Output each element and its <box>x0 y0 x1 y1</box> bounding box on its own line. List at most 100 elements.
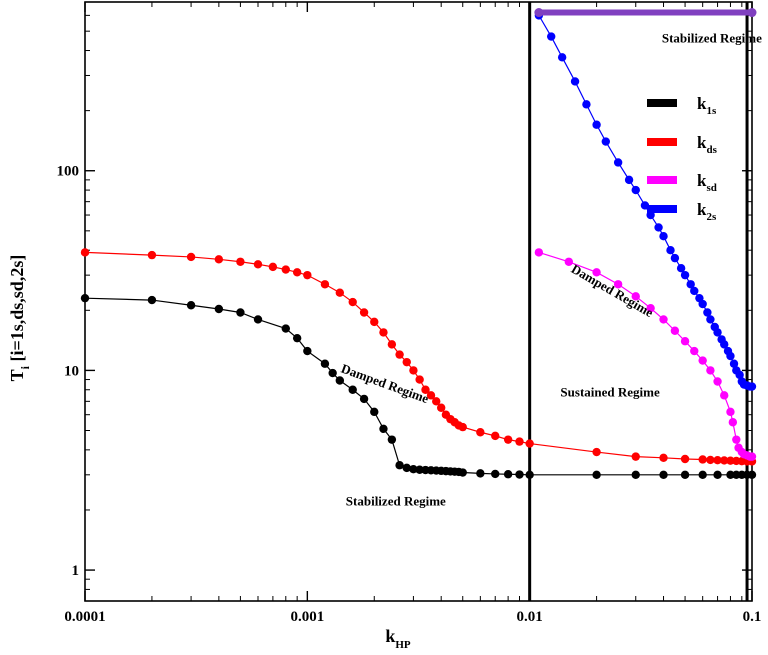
data-point-2s <box>666 245 675 255</box>
data-point-sd <box>720 391 729 400</box>
band-endpoint <box>747 8 757 18</box>
data-point-1s <box>458 468 467 477</box>
data-point-ds <box>147 250 157 260</box>
data-point-2s <box>703 308 712 317</box>
data-point-sd <box>680 337 690 346</box>
data-point-1s <box>214 304 224 314</box>
data-point-2s <box>680 270 690 280</box>
data-point-ds <box>186 252 196 262</box>
tick-group: 0.0001 0.001 0.01 0.1 1 10 100 <box>57 1 762 625</box>
data-point-2s <box>720 340 729 349</box>
data-point-sd <box>747 452 757 461</box>
data-point-sd <box>631 292 640 301</box>
legend-swatch-1s <box>647 99 677 107</box>
data-point-2s <box>659 232 668 241</box>
data-point-1s <box>698 470 707 480</box>
data-point-ds <box>592 447 601 457</box>
data-point-1s <box>713 470 722 480</box>
annotation-label: Stabilized Regime <box>662 30 762 45</box>
data-point-2s <box>654 223 663 232</box>
data-point-1s <box>359 394 369 404</box>
data-point-ds <box>359 308 369 317</box>
data-point-1s <box>680 470 690 480</box>
plot-frame <box>84 1 753 602</box>
data-point-2s <box>582 100 591 109</box>
data-point-2s <box>713 328 722 337</box>
data-point-ds <box>370 317 379 327</box>
data-point-2s <box>706 315 715 324</box>
data-point-1s <box>631 470 640 480</box>
y-tick-label: 1 <box>72 563 80 579</box>
data-point-1s <box>726 470 735 480</box>
data-point-ds <box>236 257 245 266</box>
data-point-ds <box>659 453 668 463</box>
data-point-ds <box>281 265 290 274</box>
data-point-2s <box>735 370 744 380</box>
legend-swatch-2s <box>647 205 677 213</box>
data-point-1s <box>387 435 397 444</box>
regime-dividers <box>528 2 749 601</box>
data-point-2s <box>601 137 610 146</box>
data-point-ds <box>426 391 436 400</box>
data-point-1s <box>395 461 404 470</box>
data-point-1s <box>80 293 90 303</box>
legend-label-ds: kds <box>697 133 718 156</box>
data-point-1s <box>328 368 337 378</box>
data-point-sd <box>670 326 680 335</box>
data-point-ds <box>525 439 534 448</box>
data-point-1s <box>335 376 345 385</box>
y-axis-label-rest: [i=1s,ds,sd,2s] <box>7 255 27 366</box>
data-point-ds <box>379 328 388 337</box>
y-tick-label: 100 <box>57 164 80 180</box>
data-point-ds <box>491 431 500 441</box>
data-point-2s <box>570 77 580 86</box>
annotation-label: Sustained Regime <box>560 385 660 400</box>
data-point-ds <box>698 455 707 464</box>
data-point-1s <box>592 470 601 480</box>
data-point-ds <box>436 403 446 412</box>
data-point-ds <box>415 375 424 384</box>
data-point-2s <box>698 299 707 309</box>
data-point-ds <box>720 456 729 465</box>
x-axis-label-sub: HP <box>395 639 411 651</box>
data-point-ds <box>421 385 430 394</box>
data-point-ds <box>80 248 90 257</box>
data-point-1s <box>281 324 290 333</box>
data-point-1s <box>370 407 379 417</box>
y-axis-label-main: T <box>7 369 27 381</box>
data-point-2s <box>686 280 695 289</box>
data-point-ds <box>409 366 418 375</box>
data-point-2s <box>670 253 680 263</box>
x-tick-label: 0.0001 <box>64 609 105 625</box>
x-axis-label-main: k <box>385 626 395 646</box>
data-point-2s <box>631 185 640 195</box>
data-point-ds <box>631 452 640 461</box>
legend: k1s kds ksd k2s <box>647 94 718 223</box>
band-endpoint <box>534 8 544 18</box>
data-point-2s <box>557 53 567 62</box>
annotation-label: Stabilized Regime <box>346 494 446 509</box>
data-point-1s <box>476 469 485 478</box>
x-tick-label: 0.1 <box>743 609 762 625</box>
data-point-ds <box>458 422 467 432</box>
data-point-sd <box>646 303 655 313</box>
data-point-ds <box>335 288 345 297</box>
data-point-2s <box>624 175 634 185</box>
data-point-1s <box>491 469 500 479</box>
data-point-sd <box>690 346 699 356</box>
legend-label-1s: k1s <box>697 94 717 117</box>
data-point-ds <box>706 455 715 465</box>
data-point-2s <box>729 359 739 368</box>
y-axis-label-sub: i <box>18 365 32 369</box>
data-point-ds <box>268 262 278 272</box>
data-point-ds <box>292 268 302 277</box>
data-point-sd <box>659 315 668 324</box>
data-point-1s <box>186 301 196 310</box>
data-point-sd <box>564 257 574 266</box>
data-point-ds <box>214 255 224 264</box>
legend-swatch-sd <box>647 176 677 184</box>
data-point-2s <box>747 382 757 391</box>
data-point-1s <box>292 333 302 343</box>
data-point-ds <box>503 435 513 444</box>
data-point-ds <box>253 260 263 269</box>
